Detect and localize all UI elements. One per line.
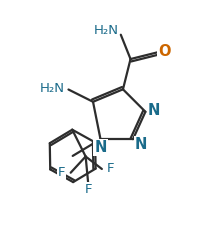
Text: F: F xyxy=(58,166,66,179)
Text: N: N xyxy=(94,140,107,155)
Text: F: F xyxy=(107,162,114,175)
Text: H₂N: H₂N xyxy=(40,82,65,95)
Text: N: N xyxy=(148,103,160,118)
Text: N: N xyxy=(135,137,147,152)
Text: F: F xyxy=(84,183,92,196)
Text: H₂N: H₂N xyxy=(93,25,118,37)
Text: O: O xyxy=(158,44,170,59)
